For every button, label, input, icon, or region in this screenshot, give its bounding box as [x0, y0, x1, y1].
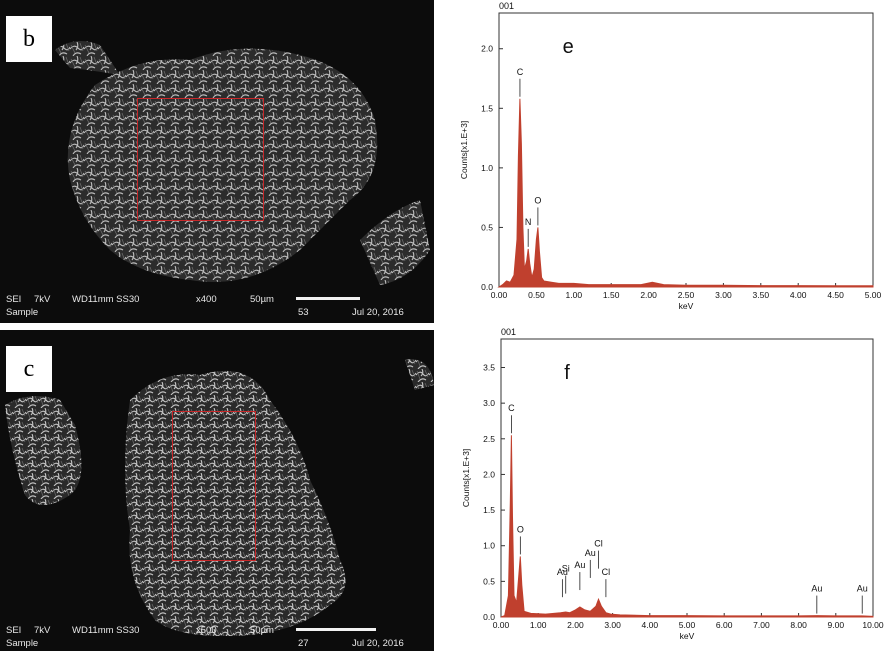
eds-spectrum-f: 001 f 0.00 1.00 2.00 3.00 4.00 5.00 6.00 7.00 8.00…	[461, 327, 884, 641]
sem-particle-c	[5, 359, 434, 636]
peak-label: Cl	[594, 539, 603, 549]
x-tick-label: 10.00	[862, 620, 884, 630]
region-of-interest-box	[172, 411, 256, 561]
peak-label: Au	[811, 584, 822, 594]
peak-label: Si	[562, 564, 570, 574]
y-tick-label: 0.5	[481, 222, 493, 232]
sem-particle-b	[55, 41, 430, 285]
y-tick-label: 2.5	[483, 434, 495, 444]
x-tick-label: 1.50	[603, 290, 620, 300]
x-tick-label: 0.00	[493, 620, 510, 630]
x-tick-label: 3.00	[604, 620, 621, 630]
peak-label: O	[517, 524, 524, 534]
plot-frame	[498, 12, 874, 288]
sem-info-working-distance: WD11mm SS30	[72, 294, 140, 305]
x-tick-label: 9.00	[828, 620, 845, 630]
spectrum-series	[497, 98, 874, 288]
y-tick-label: 1.5	[483, 505, 495, 515]
spectrum-series	[500, 435, 874, 618]
spectrum-id-label: 001	[499, 1, 514, 11]
sem-info-working-distance: WD11mm SS30	[72, 625, 140, 636]
peak-label: N	[525, 217, 532, 227]
peak-label: Au	[557, 567, 568, 577]
x-axis-label: keV	[680, 631, 695, 641]
sem-info-magnification: x500	[196, 625, 217, 636]
sem-info-detector: SEI	[6, 294, 22, 305]
sem-info-scale-label: 50µm	[250, 294, 274, 305]
x-tick-label: 6.00	[716, 620, 733, 630]
peak-label: C	[508, 403, 515, 413]
sem-info-date: Jul 20, 2016	[352, 307, 404, 318]
x-tick-label: 7.00	[753, 620, 770, 630]
eds-spectrum-e: 001 e 0.00 0.50 1.00 1.50 2.00 2.50 3.00 3.50 4.00…	[459, 1, 882, 311]
y-tick-label: 3.5	[483, 363, 495, 373]
x-tick-label: 4.00	[642, 620, 659, 630]
sem-info-detector: SEI	[6, 625, 22, 636]
x-tick-label: 4.00	[790, 290, 807, 300]
y-tick-label: 0.0	[481, 282, 493, 292]
y-tick-label: 2.0	[481, 44, 493, 54]
y-tick-label: 1.5	[481, 103, 493, 113]
peak-label: C	[517, 67, 524, 77]
peak-label: Au	[857, 584, 868, 594]
peak-label: Au	[585, 548, 596, 558]
y-tick-label: 3.0	[483, 398, 495, 408]
sem-info-sample: Sample	[6, 307, 39, 318]
panel-letter-e: e	[563, 36, 574, 58]
scale-bar	[296, 628, 376, 631]
x-tick-label: 2.00	[640, 290, 657, 300]
x-tick-label: 0.00	[491, 290, 508, 300]
x-tick-label: 1.00	[566, 290, 583, 300]
x-tick-label: 2.50	[678, 290, 695, 300]
sem-info-date: Jul 20, 2016	[352, 638, 404, 649]
y-tick-label: 1.0	[483, 541, 495, 551]
sem-info-voltage: 7kV	[34, 294, 51, 305]
x-tick-label: 5.00	[865, 290, 882, 300]
region-of-interest-box	[137, 98, 264, 221]
sem-info-scale-label: 50µm	[250, 625, 274, 636]
x-tick-label: 5.00	[679, 620, 696, 630]
sem-image-b	[0, 0, 434, 323]
y-tick-label: 0.5	[483, 576, 495, 586]
peak-label: Au	[574, 560, 585, 570]
peak-label: O	[534, 195, 541, 205]
y-tick-label: 2.0	[483, 469, 495, 479]
panel-letter-b: b	[6, 16, 52, 62]
panel-letter-c: c	[6, 346, 52, 392]
x-axis-label: keV	[679, 301, 694, 311]
sem-info-image-number: 27	[298, 638, 309, 649]
sem-info-image-number: 53	[298, 307, 309, 318]
y-axis-label: Counts[x1.E+3]	[461, 449, 471, 507]
sem-info-sample: Sample	[6, 638, 39, 649]
x-tick-label: 8.00	[790, 620, 807, 630]
sem-info-magnification: x400	[196, 294, 217, 305]
y-tick-label: 1.0	[481, 163, 493, 173]
spectrum-id-label: 001	[501, 327, 516, 337]
sem-info-voltage: 7kV	[34, 625, 51, 636]
x-tick-label: 1.00	[530, 620, 547, 630]
x-tick-label: 3.00	[715, 290, 732, 300]
sem-image-c	[0, 330, 434, 651]
x-tick-label: 0.50	[528, 290, 545, 300]
x-tick-label: 2.00	[567, 620, 584, 630]
peak-label: Cl	[602, 567, 611, 577]
scale-bar	[296, 297, 360, 300]
x-tick-label: 3.50	[753, 290, 770, 300]
x-tick-label: 4.50	[827, 290, 844, 300]
y-axis-label: Counts[x1.E+3]	[459, 121, 469, 179]
panel-letter-f: f	[564, 362, 570, 384]
y-tick-label: 0.0	[483, 612, 495, 622]
